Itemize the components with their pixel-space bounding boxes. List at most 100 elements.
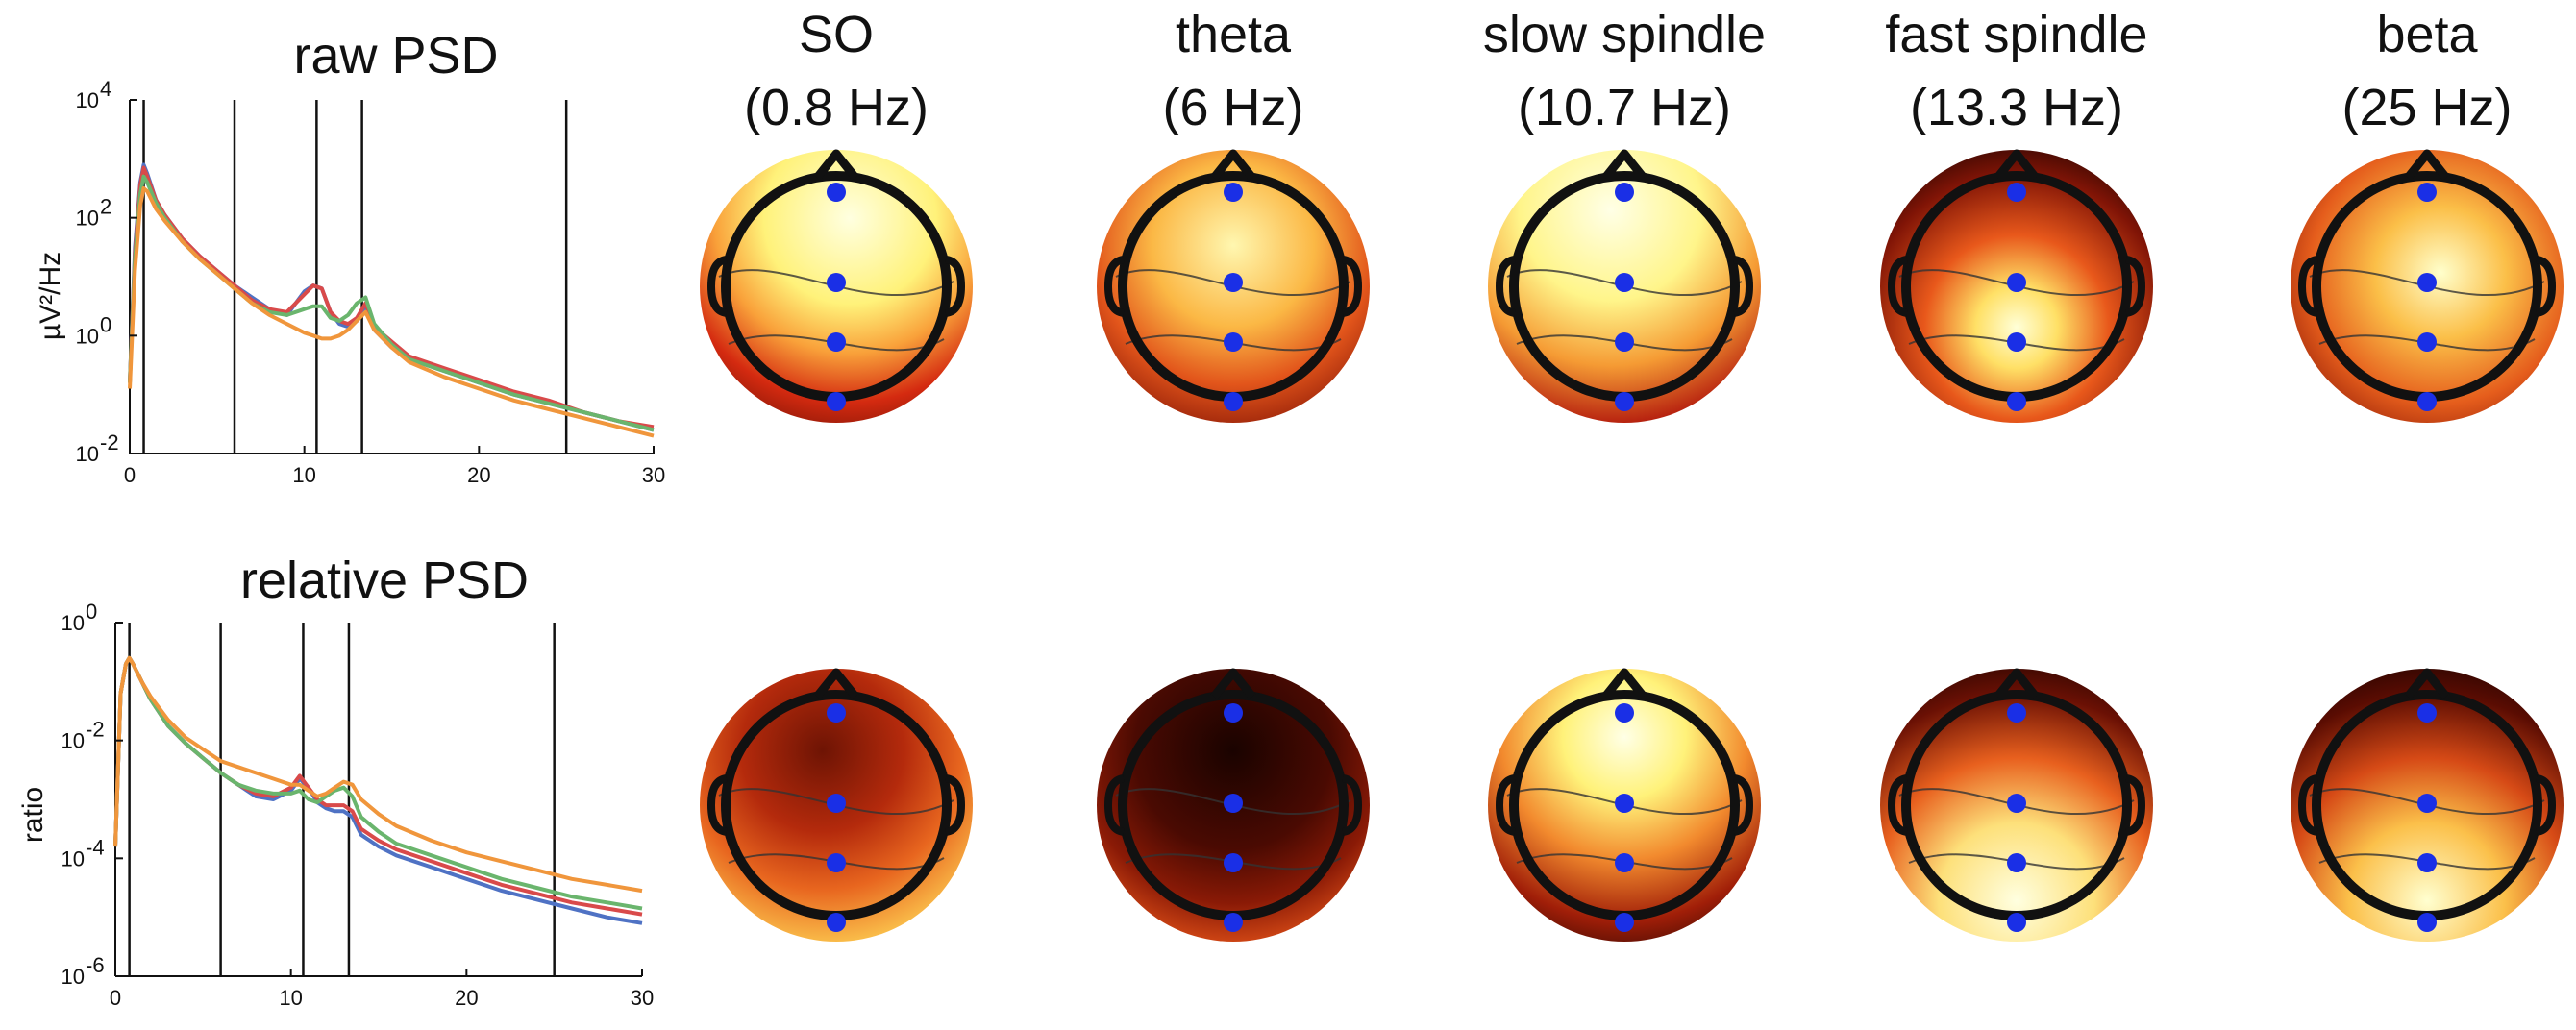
right-ear-icon xyxy=(1342,256,1363,317)
col-freq-fast-spindle: (13.3 Hz) xyxy=(1910,79,2123,136)
series-line-3 xyxy=(113,655,643,894)
y-tick-label: 10 xyxy=(62,846,85,871)
electrode-dot xyxy=(2007,703,2026,723)
x-tick-label: 10 xyxy=(292,463,315,487)
electrode-dot xyxy=(2007,332,2026,352)
electrode-dot xyxy=(1224,183,1243,202)
electrode-dot xyxy=(1615,273,1634,292)
electrode-dot xyxy=(2007,273,2026,292)
nose-icon xyxy=(1994,668,2040,699)
electrode-dot xyxy=(827,703,846,723)
raw-psd-axes xyxy=(129,100,654,454)
electrode-dot xyxy=(1224,273,1243,292)
right-ear-icon xyxy=(945,774,966,836)
electrode-dot xyxy=(2417,703,2437,723)
y-tick-exponent: -2 xyxy=(86,718,105,742)
right-ear-icon xyxy=(1733,256,1754,317)
electrode-dot xyxy=(1224,392,1243,411)
electrode-dot xyxy=(827,392,846,411)
series-line-1 xyxy=(128,165,655,429)
nose-icon xyxy=(2404,149,2450,181)
nose-icon xyxy=(1601,668,1647,699)
right-ear-icon xyxy=(2125,256,2146,317)
electrode-dot xyxy=(2007,853,2026,872)
left-ear-icon xyxy=(1887,256,1908,317)
electrode-dot xyxy=(1615,794,1634,813)
left-ear-icon xyxy=(1103,774,1125,836)
right-ear-icon xyxy=(945,256,966,317)
electrode-dot xyxy=(1224,913,1243,932)
electrode-dot xyxy=(2007,392,2026,411)
right-ear-icon xyxy=(2536,256,2557,317)
col-name-so: SO xyxy=(799,6,874,63)
y-tick-exponent: 2 xyxy=(100,195,111,219)
x-tick-label: 20 xyxy=(455,986,478,1010)
y-tick-label: 10 xyxy=(76,442,99,466)
series-line-3 xyxy=(128,186,655,438)
series-line-2 xyxy=(113,655,643,911)
nose-icon xyxy=(1601,149,1647,181)
topoplot-headers: SO (0.8 Hz) theta (6 Hz) slow spindle (1… xyxy=(744,6,2513,136)
col-freq-beta: (25 Hz) xyxy=(2341,79,2512,136)
electrode-dot xyxy=(1615,183,1634,202)
topoplot-0-0 xyxy=(700,149,973,423)
y-tick-exponent: -2 xyxy=(100,430,119,454)
electrode-dot xyxy=(2417,183,2437,202)
y-tick-exponent: 4 xyxy=(100,77,111,101)
topoplot-1-2 xyxy=(1488,668,1761,942)
nose-icon xyxy=(1210,668,1256,699)
col-freq-theta: (6 Hz) xyxy=(1163,79,1304,136)
topoplot-0-2 xyxy=(1488,149,1761,423)
topoplot-1-1 xyxy=(1097,668,1370,942)
right-ear-icon xyxy=(2536,774,2557,836)
y-tick-label: 10 xyxy=(62,611,85,635)
electrode-dot xyxy=(1615,853,1634,872)
col-freq-slow-spindle: (10.7 Hz) xyxy=(1518,79,1731,136)
electrode-dot xyxy=(827,332,846,352)
x-tick-label: 10 xyxy=(279,986,302,1010)
electrode-dot xyxy=(827,183,846,202)
electrode-dot xyxy=(2007,913,2026,932)
series-line-0 xyxy=(113,655,643,925)
y-tick-label: 10 xyxy=(62,729,85,753)
left-ear-icon xyxy=(2297,774,2318,836)
y-tick-exponent: 0 xyxy=(100,312,111,336)
relative-psd-series xyxy=(113,655,643,925)
nose-icon xyxy=(1210,149,1256,181)
y-tick-exponent: -6 xyxy=(86,953,105,977)
electrode-dot xyxy=(1224,794,1243,813)
topoplot-0-1 xyxy=(1097,149,1370,423)
electrode-dot xyxy=(2007,794,2026,813)
relative-psd-title: relative PSD xyxy=(240,552,529,609)
y-tick-label: 10 xyxy=(62,965,85,989)
x-tick-label: 30 xyxy=(631,986,654,1010)
raw-psd-ylabel: µV²/Hz xyxy=(35,252,66,340)
x-tick-label: 30 xyxy=(642,463,665,487)
raw-psd-title: raw PSD xyxy=(293,27,498,85)
electrode-dot xyxy=(1224,703,1243,723)
y-tick-label: 10 xyxy=(76,207,99,231)
left-ear-icon xyxy=(706,774,728,836)
electrode-dot xyxy=(2007,183,2026,202)
electrode-dot xyxy=(827,913,846,932)
left-ear-icon xyxy=(1103,256,1125,317)
x-tick-label: 20 xyxy=(467,463,490,487)
raw-psd-band-markers xyxy=(142,100,568,454)
left-ear-icon xyxy=(1495,256,1516,317)
topoplot-grid xyxy=(700,149,2564,942)
relative-psd-panel: relative PSD ratio 0 10 20 3010-610-410-210… xyxy=(17,552,654,1010)
electrode-dot xyxy=(827,853,846,872)
relative-psd-band-markers xyxy=(128,623,556,976)
electrode-dot xyxy=(1224,853,1243,872)
nose-icon xyxy=(813,668,859,699)
left-ear-icon xyxy=(2297,256,2318,317)
col-name-slow-spindle: slow spindle xyxy=(1483,6,1766,63)
right-ear-icon xyxy=(1342,774,1363,836)
left-ear-icon xyxy=(1495,774,1516,836)
electrode-dot xyxy=(827,794,846,813)
col-name-fast-spindle: fast spindle xyxy=(1885,6,2147,63)
electrode-dot xyxy=(2417,913,2437,932)
